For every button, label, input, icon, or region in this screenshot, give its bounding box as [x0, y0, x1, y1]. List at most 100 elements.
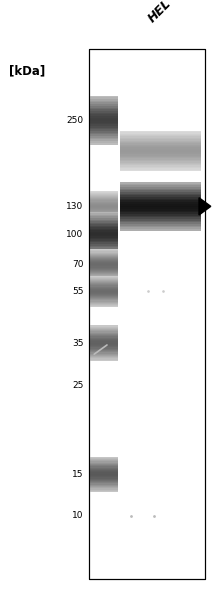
Bar: [90, 292, 118, 293]
Bar: [120, 140, 201, 142]
Bar: [90, 143, 118, 145]
Bar: [90, 299, 118, 301]
Bar: [120, 142, 201, 144]
Bar: [90, 229, 118, 230]
Bar: [90, 470, 118, 471]
Bar: [90, 271, 118, 272]
Bar: [90, 341, 118, 342]
Bar: [90, 471, 118, 472]
Bar: [90, 333, 118, 334]
Bar: [90, 330, 118, 331]
Bar: [120, 211, 201, 213]
Bar: [90, 211, 118, 213]
Bar: [120, 144, 201, 145]
Bar: [90, 196, 118, 197]
Bar: [90, 259, 118, 260]
Bar: [120, 137, 201, 138]
Bar: [90, 279, 118, 280]
Bar: [90, 205, 118, 206]
Bar: [120, 146, 201, 147]
Bar: [120, 132, 201, 134]
Bar: [90, 243, 118, 244]
Bar: [90, 221, 118, 222]
Bar: [120, 222, 201, 224]
Bar: [90, 295, 118, 296]
Bar: [90, 277, 118, 278]
Bar: [90, 481, 118, 482]
Bar: [90, 120, 118, 121]
Bar: [120, 221, 201, 222]
Bar: [120, 150, 201, 152]
Bar: [90, 261, 118, 262]
Bar: [90, 208, 118, 209]
Bar: [90, 328, 118, 329]
Bar: [90, 124, 118, 126]
Bar: [90, 459, 118, 460]
Bar: [90, 488, 118, 490]
Bar: [90, 195, 118, 196]
Bar: [90, 474, 118, 475]
Bar: [90, 355, 118, 356]
Bar: [90, 347, 118, 349]
Bar: [90, 198, 118, 200]
Bar: [120, 135, 201, 137]
Bar: [90, 276, 118, 277]
Bar: [90, 354, 118, 355]
Bar: [120, 146, 201, 147]
Bar: [90, 458, 118, 459]
Bar: [90, 276, 118, 277]
Bar: [90, 257, 118, 258]
Bar: [90, 116, 118, 118]
Bar: [90, 357, 118, 359]
Bar: [90, 290, 118, 291]
Bar: [90, 204, 118, 205]
Bar: [90, 485, 118, 486]
Bar: [90, 253, 118, 255]
Bar: [90, 352, 118, 354]
Bar: [90, 203, 118, 204]
Bar: [90, 258, 118, 259]
Bar: [120, 169, 201, 171]
Bar: [90, 278, 118, 279]
Bar: [120, 145, 201, 146]
Bar: [90, 136, 118, 138]
Bar: [90, 191, 118, 192]
Bar: [90, 255, 118, 256]
Bar: [120, 219, 201, 221]
Bar: [120, 160, 201, 161]
Bar: [90, 282, 118, 283]
Bar: [120, 150, 201, 152]
Bar: [90, 222, 118, 224]
Bar: [120, 213, 201, 214]
Bar: [120, 167, 201, 168]
Bar: [90, 482, 118, 484]
Text: 25: 25: [72, 381, 83, 389]
Bar: [90, 279, 118, 280]
Bar: [90, 106, 118, 108]
Bar: [90, 306, 118, 307]
Bar: [120, 140, 201, 142]
Bar: [90, 335, 118, 336]
Bar: [120, 139, 201, 140]
Bar: [120, 197, 201, 199]
Bar: [90, 275, 118, 276]
Bar: [90, 194, 118, 195]
Bar: [90, 113, 118, 114]
Bar: [90, 128, 118, 129]
Bar: [90, 224, 118, 225]
Bar: [120, 147, 201, 149]
Bar: [90, 200, 118, 201]
Text: 35: 35: [72, 339, 83, 347]
Bar: [90, 472, 118, 474]
Bar: [120, 195, 201, 197]
Text: 10: 10: [72, 511, 83, 520]
Bar: [120, 202, 201, 204]
Bar: [90, 240, 118, 241]
Text: 100: 100: [66, 230, 83, 238]
Bar: [90, 97, 118, 99]
Bar: [90, 250, 118, 252]
Bar: [90, 262, 118, 263]
Bar: [90, 256, 118, 257]
Bar: [90, 342, 118, 344]
Bar: [90, 272, 118, 273]
